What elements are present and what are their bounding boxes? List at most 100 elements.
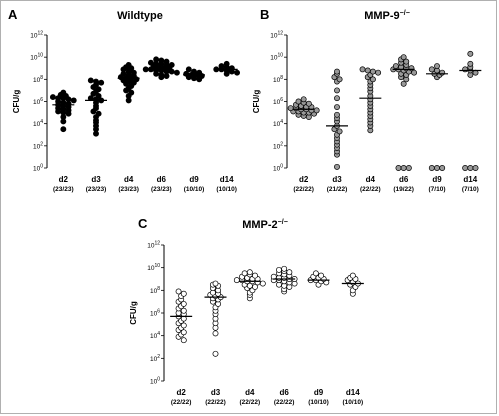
- data-point: [147, 59, 154, 66]
- x-count-label: (22/22): [171, 399, 192, 406]
- y-tick-label: 106: [150, 309, 160, 318]
- data-point: [295, 98, 302, 105]
- data-point: [286, 269, 293, 276]
- y-tick-label: 1012: [147, 241, 160, 250]
- panel-letter: B: [260, 7, 269, 22]
- data-point: [60, 89, 67, 96]
- x-count-label: (10/10): [343, 399, 364, 406]
- y-tick-label: 1012: [270, 31, 283, 40]
- data-point: [246, 269, 253, 276]
- data-point: [87, 77, 94, 84]
- data-point: [191, 68, 197, 75]
- data-point: [439, 165, 446, 171]
- data-point: [93, 78, 99, 85]
- x-day-label: d6: [157, 175, 167, 184]
- y-tick-label: 102: [273, 141, 283, 150]
- group-d2: d2 (22/22): [287, 96, 320, 193]
- x-count-label: (22/22): [293, 186, 314, 193]
- x-day-label: d14: [220, 175, 234, 184]
- data-point: [168, 61, 175, 68]
- x-day-label: d2: [59, 175, 69, 184]
- data-point: [428, 165, 435, 171]
- data-point: [334, 95, 340, 102]
- data-point: [462, 165, 469, 171]
- data-point: [318, 272, 325, 279]
- panel-letter: C: [138, 216, 148, 231]
- y-tick-label: 108: [150, 286, 160, 295]
- data-point: [223, 60, 230, 67]
- x-count-label: (10/10): [216, 186, 237, 193]
- x-count-label: (21/22): [327, 186, 348, 193]
- y-tick-label: 100: [273, 164, 283, 173]
- data-point: [125, 61, 132, 68]
- data-point: [395, 165, 402, 171]
- group-d4: d4 (22/22): [233, 269, 266, 406]
- data-point: [128, 89, 135, 96]
- group-d9: d9 (10/10): [183, 66, 205, 193]
- data-point: [408, 65, 415, 72]
- data-point: [334, 68, 340, 75]
- data-point: [153, 56, 160, 63]
- data-point: [287, 105, 294, 112]
- data-point: [228, 65, 235, 72]
- x-count-label: (22/22): [360, 186, 381, 193]
- x-day-label: d9: [314, 388, 324, 397]
- data-point: [95, 86, 102, 93]
- y-tick-label: 104: [33, 119, 43, 128]
- y-tick-label: 108: [33, 75, 43, 84]
- data-point: [281, 265, 288, 272]
- x-day-label: d4: [124, 175, 134, 184]
- x-count-label: (10/10): [184, 186, 205, 193]
- y-tick-label: 102: [33, 141, 43, 150]
- data-point: [305, 100, 312, 107]
- data-point: [180, 300, 187, 307]
- data-point: [175, 288, 182, 295]
- y-tick-label: 1010: [147, 263, 160, 272]
- x-count-label: (7/10): [462, 186, 479, 193]
- panel-b: B MMP-9−/− 100 102 104 106 108 1010 1012 CFU/g d2 (…: [252, 7, 482, 193]
- y-tick-label: 104: [273, 119, 283, 128]
- data-point: [312, 270, 319, 277]
- y-tick-label: 106: [33, 97, 43, 106]
- group-d2: d2 (23/23): [49, 89, 77, 193]
- data-point: [212, 330, 219, 337]
- x-day-label: d9: [189, 175, 199, 184]
- y-tick-label: 1010: [30, 53, 43, 62]
- group-d14: d14 (10/10): [213, 60, 241, 193]
- x-day-label: d4: [366, 175, 376, 184]
- y-tick-label: 100: [33, 164, 43, 173]
- group-d6: d6 (23/23): [142, 56, 180, 193]
- x-day-label: d2: [299, 175, 309, 184]
- data-point: [369, 68, 376, 75]
- x-count-label: (7/10): [429, 186, 446, 193]
- panel-title: Wildtype: [117, 10, 163, 22]
- group-d3: d3 (23/23): [85, 77, 107, 193]
- x-count-label: (23/23): [118, 186, 139, 193]
- data-point: [180, 322, 187, 329]
- data-point: [95, 110, 102, 117]
- data-point: [467, 60, 474, 67]
- panel-title: MMP-2−/−: [242, 219, 288, 231]
- group-d3: d3 (21/22): [326, 68, 348, 193]
- data-point: [98, 79, 105, 86]
- data-point: [180, 307, 187, 314]
- x-day-label: d9: [432, 175, 442, 184]
- data-point: [60, 126, 67, 133]
- data-point: [218, 63, 225, 69]
- data-point: [405, 165, 412, 171]
- data-point: [180, 337, 187, 344]
- group-d9: d9 (7/10): [426, 63, 448, 193]
- x-day-label: d4: [245, 388, 255, 397]
- data-point: [411, 69, 418, 76]
- data-point: [212, 350, 219, 357]
- data-point: [392, 63, 399, 69]
- data-point: [49, 94, 56, 101]
- data-point: [472, 165, 479, 171]
- data-point: [336, 76, 343, 83]
- data-point: [241, 270, 248, 277]
- data-point: [173, 69, 180, 76]
- panel-a: A Wildtype 100 102 104 106 108 1010 1012 CFU/g d2 (…: [8, 7, 241, 193]
- y-axis-label: CFU/g: [129, 301, 138, 325]
